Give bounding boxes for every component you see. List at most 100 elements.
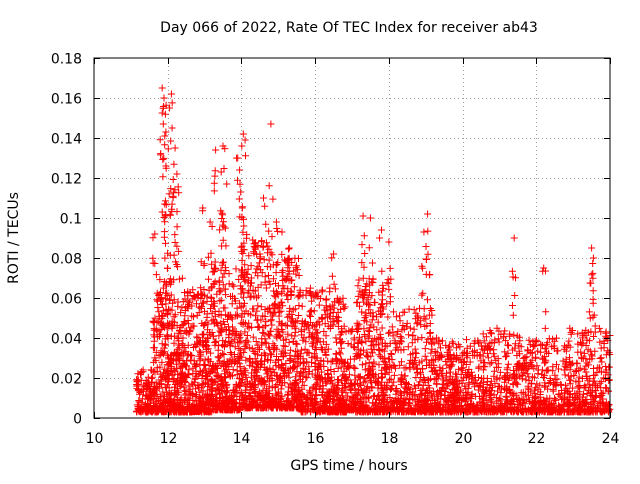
roti-point [161, 228, 168, 235]
roti-point [328, 254, 335, 261]
roti-point [197, 284, 204, 291]
roti-point [162, 197, 169, 204]
roti-point [299, 303, 306, 310]
roti-point [160, 121, 167, 128]
roti-point [422, 345, 429, 352]
roti-point [596, 339, 603, 346]
roti-point [269, 233, 276, 240]
roti-point [545, 367, 552, 374]
roti-point [407, 325, 414, 332]
roti-point [237, 189, 244, 196]
roti-point [562, 382, 569, 389]
roti-point [260, 195, 267, 202]
roti-point [181, 289, 188, 296]
roti-point [179, 275, 186, 282]
roti-point [197, 357, 204, 364]
roti-point [557, 381, 564, 388]
roti-point [311, 307, 318, 314]
roti-point [396, 312, 403, 319]
roti-point [287, 380, 294, 387]
roti-point [510, 312, 517, 319]
roti-point [262, 221, 269, 228]
roti-point [159, 85, 166, 92]
roti-point [266, 257, 273, 264]
roti-point [286, 245, 293, 252]
roti-point [424, 228, 431, 235]
roti-point [172, 239, 179, 246]
roti-point [219, 274, 226, 281]
roti-point [158, 301, 165, 308]
roti-point [359, 241, 366, 248]
y-tick-label: 0 [73, 412, 82, 428]
roti-point [405, 331, 412, 338]
roti-point [269, 196, 276, 203]
y-tick-label: 0.12 [51, 172, 82, 188]
roti-point [533, 337, 540, 344]
roti-point [485, 354, 492, 361]
roti-point [170, 194, 177, 201]
roti-point [245, 266, 252, 273]
roti-point [341, 305, 348, 312]
roti-point [366, 359, 373, 366]
roti-point [255, 323, 262, 330]
roti-point [337, 340, 344, 347]
roti-point [171, 231, 178, 238]
roti-point [212, 147, 219, 154]
roti-point [362, 314, 369, 321]
roti-point [379, 325, 386, 332]
roti-point [174, 223, 181, 230]
roti-point [331, 305, 338, 312]
roti-point [417, 321, 424, 328]
roti-point [418, 292, 425, 299]
roti-point [264, 249, 271, 256]
x-tick-label: 12 [160, 431, 178, 447]
roti-point [168, 91, 175, 98]
roti-point [257, 317, 264, 324]
roti-point [296, 272, 303, 279]
roti-point [236, 196, 243, 203]
x-tick-label: 24 [602, 431, 620, 447]
roti-point [504, 364, 511, 371]
roti-point [211, 180, 218, 187]
roti-point [588, 351, 595, 358]
data-points [133, 85, 614, 416]
x-tick-label: 20 [455, 431, 473, 447]
roti-point [355, 282, 362, 289]
roti-point [190, 313, 197, 320]
roti-point [574, 330, 581, 337]
roti-point [501, 348, 508, 355]
roti-point [576, 374, 583, 381]
roti-point [369, 349, 376, 356]
roti-point [211, 187, 218, 194]
roti-point [366, 244, 373, 251]
roti-point [522, 354, 529, 361]
roti-point [420, 229, 427, 236]
roti-point [226, 270, 233, 277]
roti-point [322, 352, 329, 359]
roti-point [540, 265, 547, 272]
roti-point [170, 161, 177, 168]
roti-point [273, 269, 280, 276]
roti-point [150, 234, 157, 241]
roti-point [255, 292, 262, 299]
roti-point [151, 231, 158, 238]
roti-point [170, 176, 177, 183]
roti-point [511, 235, 518, 242]
roti-point [187, 357, 194, 364]
roti-point [203, 342, 210, 349]
roti-point [162, 240, 169, 247]
roti-point [200, 331, 207, 338]
roti-point [273, 219, 280, 226]
roti-point [350, 364, 357, 371]
roti-point [427, 329, 434, 336]
roti-point [165, 145, 172, 152]
roti-point [488, 330, 495, 337]
roti-point [212, 167, 219, 174]
roti-point [218, 215, 225, 222]
roti-point [590, 255, 597, 262]
roti-point [258, 238, 265, 245]
roti-point [330, 251, 337, 258]
roti-point [329, 273, 336, 280]
roti-point [376, 235, 383, 242]
